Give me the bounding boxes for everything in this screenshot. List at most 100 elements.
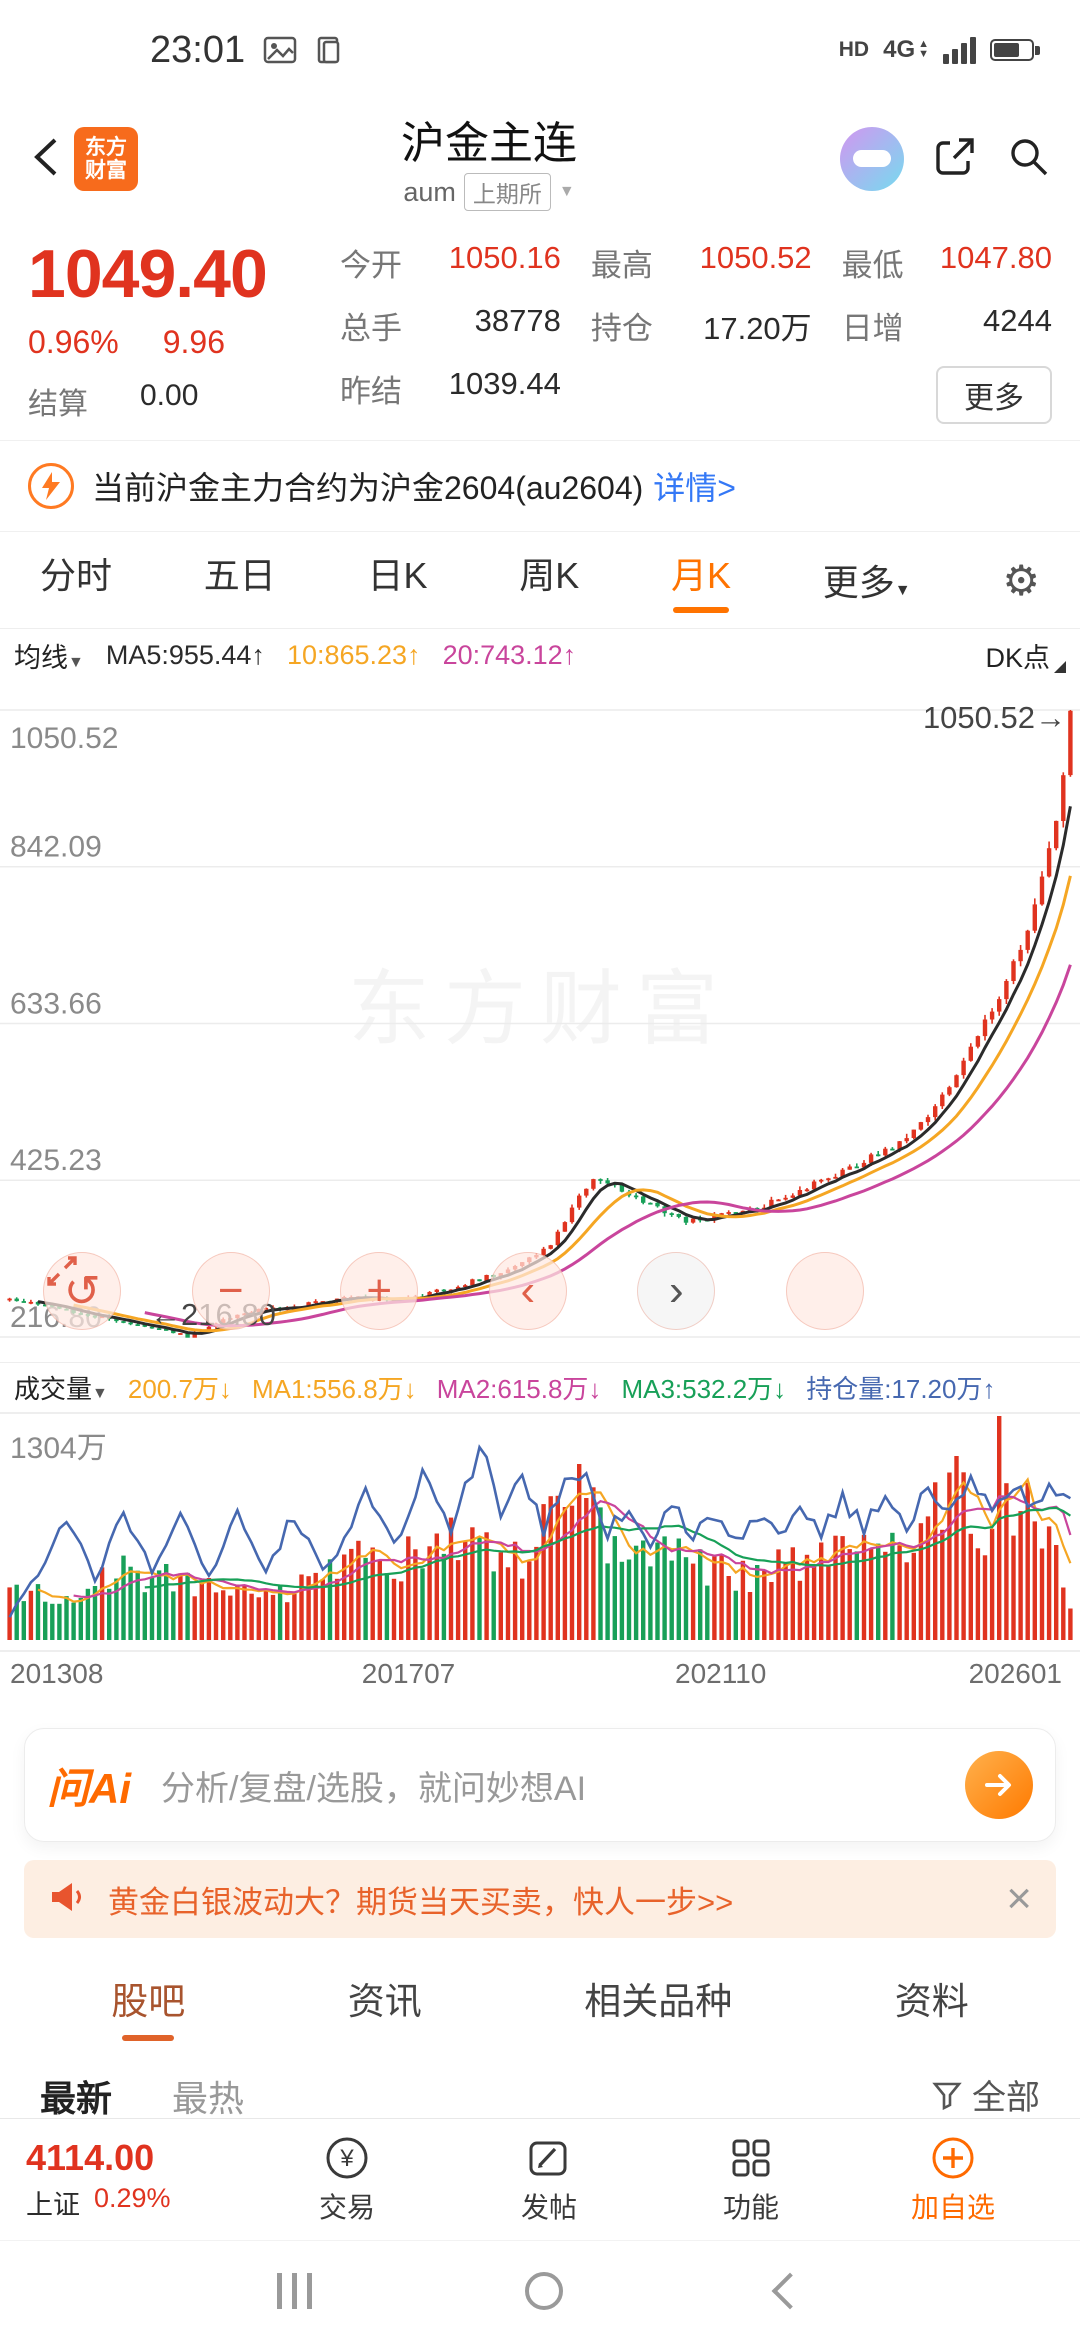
nav-back-icon[interactable] xyxy=(771,2272,809,2309)
chart-pan-right-button[interactable]: › xyxy=(637,1252,716,1330)
settle-label: 结算 xyxy=(28,388,88,421)
field-low: 最低 1047.80 xyxy=(841,240,1052,283)
volume-current: 200.7万↓ xyxy=(127,1374,232,1404)
filter-hottest[interactable]: 最热 xyxy=(172,2078,245,2119)
chart-zoom-out-button[interactable]: − xyxy=(191,1252,270,1330)
plus-circle-icon xyxy=(932,2137,974,2178)
notice-bar: 当前沪金主力合约为沪金2604(au2604) 详情> xyxy=(0,440,1080,532)
tab-monthly-k[interactable]: 月K xyxy=(671,547,731,613)
volume-ma2: MA2:615.8万↓ xyxy=(436,1374,602,1404)
ma10-value: 10:865.23↑ xyxy=(286,640,421,670)
field-daily-increase: 日增 4244 xyxy=(841,303,1052,346)
data-arrows-icon: ▲ ▼ xyxy=(918,38,929,60)
svg-text:1050.52: 1050.52 xyxy=(10,722,118,755)
x-axis: 201308 201707 202110 202601 xyxy=(0,1652,1080,1698)
megaphone-icon xyxy=(48,1879,88,1920)
svg-text:¥: ¥ xyxy=(339,2145,354,2172)
quote-panel: 1049.40 0.96% 9.96 结算 0.00 今开 1050.16 最高 1… xyxy=(0,218,1080,440)
chart-undo-button[interactable]: ↺ xyxy=(43,1252,122,1330)
functions-button[interactable]: 功能 xyxy=(650,2134,852,2226)
volume-selector[interactable]: 成交量▼ xyxy=(14,1374,108,1404)
tab-news[interactable]: 资讯 xyxy=(347,1981,422,2022)
volume-canvas[interactable]: 1304万 xyxy=(0,1412,1080,1652)
field-prev-settle: 昨结 1039.44 xyxy=(340,366,561,409)
tab-guba[interactable]: 股吧 xyxy=(111,1971,185,2041)
chevron-down-icon: ▼ xyxy=(558,183,575,200)
tab-5day[interactable]: 五日 xyxy=(203,555,276,596)
index-name: 上证 xyxy=(26,2190,80,2220)
share-icon[interactable] xyxy=(932,134,978,185)
bottom-toolbar: 4114.00 上证 0.29% ¥ 交易 发帖 功能 加自选 xyxy=(0,2118,1080,2240)
dk-toggle[interactable]: DK点 xyxy=(985,636,1066,675)
index-change: 0.29% xyxy=(94,2183,171,2213)
svg-text:1304万: 1304万 xyxy=(10,1432,107,1465)
contract-subtitle[interactable]: aum 上期所 ▼ xyxy=(138,173,840,211)
clipboard-icon xyxy=(315,34,343,66)
ask-ai-logo: 问Ai xyxy=(47,1764,132,1812)
chart-toolbuttons: ↺ − + ‹ › xyxy=(43,1252,864,1330)
filter-all[interactable]: 全部 xyxy=(932,2070,1040,2119)
ma-legend: 均线▼ MA5:955.44↑ 10:865.23↑ 20:743.12↑ DK… xyxy=(0,628,1080,682)
add-watchlist-button[interactable]: 加自选 xyxy=(852,2134,1054,2226)
tab-info[interactable]: 资料 xyxy=(894,1981,969,2022)
settle-value: 0.00 xyxy=(140,379,199,412)
x-label-202110: 202110 xyxy=(675,1658,767,1689)
notice-detail-link[interactable]: 详情> xyxy=(653,470,736,506)
chart-fullscreen-button[interactable] xyxy=(47,1252,864,1330)
close-icon[interactable]: × xyxy=(1006,1874,1032,1923)
chart-pan-left-button[interactable]: ‹ xyxy=(488,1252,567,1330)
android-nav-bar xyxy=(0,2240,1080,2340)
kline-chart[interactable]: 东方财富 1050.52842.09633.66425.23216.801050… xyxy=(0,682,1080,1362)
home-icon[interactable] xyxy=(525,2271,564,2310)
ma20-value: 20:743.12↑ xyxy=(442,640,577,670)
network-type: 4G ▲ ▼ xyxy=(883,36,929,63)
pencil-icon xyxy=(529,2141,567,2175)
tab-minute[interactable]: 分时 xyxy=(40,555,113,596)
search-icon[interactable] xyxy=(1006,134,1052,185)
notice-text: 当前沪金主力合约为沪金2604(au2604) xyxy=(92,470,644,506)
volume-ma1: MA1:556.8万↓ xyxy=(251,1374,417,1404)
ai-search-bar[interactable]: 问Ai 分析/复盘/选股，就问妙想AI xyxy=(24,1728,1056,1842)
volume-legend: 成交量▼ 200.7万↓ MA1:556.8万↓ MA2:615.8万↓ MA3… xyxy=(0,1362,1080,1412)
trade-button[interactable]: ¥ 交易 xyxy=(246,2134,448,2226)
chart-zoom-in-button[interactable]: + xyxy=(340,1252,419,1330)
ai-go-button[interactable] xyxy=(965,1751,1033,1819)
index-quote[interactable]: 4114.00 上证 0.29% xyxy=(26,2137,246,2222)
last-price: 1049.40 xyxy=(28,236,268,312)
field-open: 今开 1050.16 xyxy=(340,240,561,283)
tab-weekly-k[interactable]: 周K xyxy=(519,555,580,596)
recents-icon[interactable] xyxy=(276,2272,312,2309)
tab-more[interactable]: 更多▼ xyxy=(822,562,911,603)
ma-selector[interactable]: 均线▼ xyxy=(14,643,84,673)
filter-newest[interactable]: 最新 xyxy=(40,2078,113,2119)
promo-text: 黄金白银波动大？期货当天买卖，快人一步>> xyxy=(108,1884,734,1920)
period-tabs: 分时 五日 日K 周K 月K 更多▼ ⚙ xyxy=(0,532,1080,628)
index-value: 4114.00 xyxy=(26,2137,155,2178)
field-high: 最高 1050.52 xyxy=(590,240,812,283)
tab-daily-k[interactable]: 日K xyxy=(367,555,428,596)
candlestick-canvas[interactable]: 1050.52842.09633.66425.23216.801050.52→←… xyxy=(0,682,1080,1362)
exchange-tag: 上期所 xyxy=(463,173,551,211)
status-bar: 23:01 HD 4G ▲ ▼ xyxy=(0,0,1080,100)
more-button[interactable]: 更多 xyxy=(935,366,1052,424)
ai-assistant-avatar[interactable] xyxy=(840,127,904,191)
eastmoney-logo: 东方 财富 xyxy=(74,127,138,191)
volume-chart[interactable]: 1304万 xyxy=(0,1412,1080,1652)
post-button[interactable]: 发帖 xyxy=(448,2134,650,2226)
change-percent: 0.96% xyxy=(28,324,119,360)
settings-gear-icon[interactable]: ⚙ xyxy=(1002,556,1040,604)
feed-filter: 最新 最热 全部 xyxy=(0,2056,1080,2166)
tab-related[interactable]: 相关品种 xyxy=(584,1981,733,2022)
promo-banner[interactable]: 黄金白银波动大？期货当天买卖，快人一步>> × xyxy=(24,1860,1056,1938)
back-icon[interactable] xyxy=(28,133,68,186)
battery-icon xyxy=(990,39,1040,61)
volume-ma3: MA3:532.2万↓ xyxy=(621,1374,787,1404)
screenshot-icon xyxy=(263,35,297,65)
x-label-201308: 201308 xyxy=(10,1658,104,1689)
svg-text:1050.52→: 1050.52→ xyxy=(923,700,1066,735)
svg-text:425.23: 425.23 xyxy=(10,1144,102,1177)
signal-icon xyxy=(943,36,976,64)
change-amount: 9.96 xyxy=(162,324,226,360)
x-label-201707: 201707 xyxy=(361,1658,456,1689)
clock: 23:01 xyxy=(150,28,246,71)
